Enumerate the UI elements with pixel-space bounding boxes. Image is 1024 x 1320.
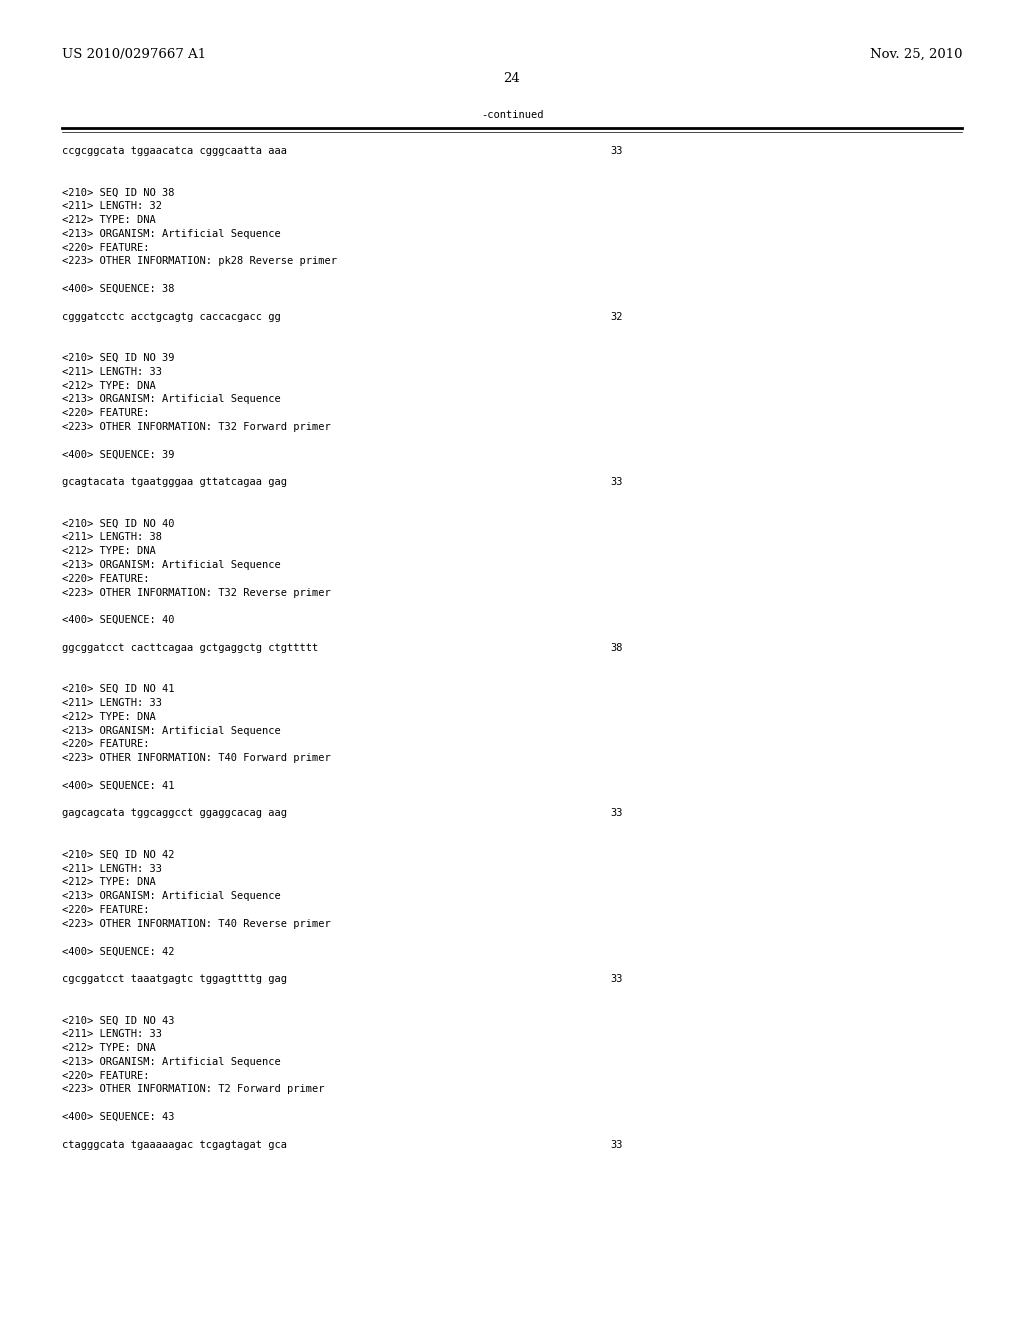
Text: ccgcggcata tggaacatca cgggcaatta aaa: ccgcggcata tggaacatca cgggcaatta aaa [62,147,287,156]
Text: <211> LENGTH: 33: <211> LENGTH: 33 [62,367,162,376]
Text: <213> ORGANISM: Artificial Sequence: <213> ORGANISM: Artificial Sequence [62,395,281,404]
Text: <213> ORGANISM: Artificial Sequence: <213> ORGANISM: Artificial Sequence [62,891,281,902]
Text: 33: 33 [610,147,623,156]
Text: <400> SEQUENCE: 43: <400> SEQUENCE: 43 [62,1111,174,1122]
Text: 24: 24 [504,73,520,84]
Text: gagcagcata tggcaggcct ggaggcacag aag: gagcagcata tggcaggcct ggaggcacag aag [62,808,287,818]
Text: <211> LENGTH: 33: <211> LENGTH: 33 [62,1030,162,1039]
Text: <213> ORGANISM: Artificial Sequence: <213> ORGANISM: Artificial Sequence [62,726,281,735]
Text: <220> FEATURE:: <220> FEATURE: [62,574,150,583]
Text: <223> OTHER INFORMATION: T40 Forward primer: <223> OTHER INFORMATION: T40 Forward pri… [62,754,331,763]
Text: <210> SEQ ID NO 40: <210> SEQ ID NO 40 [62,519,174,528]
Text: US 2010/0297667 A1: US 2010/0297667 A1 [62,48,206,61]
Text: 33: 33 [610,1139,623,1150]
Text: <400> SEQUENCE: 40: <400> SEQUENCE: 40 [62,615,174,626]
Text: <400> SEQUENCE: 41: <400> SEQUENCE: 41 [62,781,174,791]
Text: 33: 33 [610,974,623,983]
Text: <400> SEQUENCE: 42: <400> SEQUENCE: 42 [62,946,174,957]
Text: 32: 32 [610,312,623,322]
Text: 33: 33 [610,478,623,487]
Text: Nov. 25, 2010: Nov. 25, 2010 [869,48,962,61]
Text: <223> OTHER INFORMATION: T32 Forward primer: <223> OTHER INFORMATION: T32 Forward pri… [62,422,331,432]
Text: <211> LENGTH: 33: <211> LENGTH: 33 [62,863,162,874]
Text: -continued: -continued [480,110,544,120]
Text: <400> SEQUENCE: 38: <400> SEQUENCE: 38 [62,284,174,294]
Text: <213> ORGANISM: Artificial Sequence: <213> ORGANISM: Artificial Sequence [62,560,281,570]
Text: 38: 38 [610,643,623,653]
Text: gcagtacata tgaatgggaa gttatcagaa gag: gcagtacata tgaatgggaa gttatcagaa gag [62,478,287,487]
Text: <223> OTHER INFORMATION: T40 Reverse primer: <223> OTHER INFORMATION: T40 Reverse pri… [62,919,331,929]
Text: <212> TYPE: DNA: <212> TYPE: DNA [62,215,156,224]
Text: <210> SEQ ID NO 41: <210> SEQ ID NO 41 [62,684,174,694]
Text: <210> SEQ ID NO 42: <210> SEQ ID NO 42 [62,850,174,859]
Text: <212> TYPE: DNA: <212> TYPE: DNA [62,546,156,556]
Text: cgggatcctc acctgcagtg caccacgacc gg: cgggatcctc acctgcagtg caccacgacc gg [62,312,281,322]
Text: cgcggatcct taaatgagtc tggagttttg gag: cgcggatcct taaatgagtc tggagttttg gag [62,974,287,983]
Text: <211> LENGTH: 33: <211> LENGTH: 33 [62,698,162,708]
Text: <220> FEATURE:: <220> FEATURE: [62,906,150,915]
Text: <400> SEQUENCE: 39: <400> SEQUENCE: 39 [62,450,174,459]
Text: <213> ORGANISM: Artificial Sequence: <213> ORGANISM: Artificial Sequence [62,1057,281,1067]
Text: <210> SEQ ID NO 43: <210> SEQ ID NO 43 [62,1015,174,1026]
Text: <220> FEATURE:: <220> FEATURE: [62,1071,150,1081]
Text: <220> FEATURE:: <220> FEATURE: [62,408,150,418]
Text: <212> TYPE: DNA: <212> TYPE: DNA [62,878,156,887]
Text: <212> TYPE: DNA: <212> TYPE: DNA [62,1043,156,1053]
Text: ggcggatcct cacttcagaa gctgaggctg ctgttttt: ggcggatcct cacttcagaa gctgaggctg ctgtttt… [62,643,318,653]
Text: <223> OTHER INFORMATION: T2 Forward primer: <223> OTHER INFORMATION: T2 Forward prim… [62,1085,325,1094]
Text: <220> FEATURE:: <220> FEATURE: [62,739,150,750]
Text: <223> OTHER INFORMATION: pk28 Reverse primer: <223> OTHER INFORMATION: pk28 Reverse pr… [62,256,337,267]
Text: <210> SEQ ID NO 39: <210> SEQ ID NO 39 [62,352,174,363]
Text: <220> FEATURE:: <220> FEATURE: [62,243,150,252]
Text: <211> LENGTH: 38: <211> LENGTH: 38 [62,532,162,543]
Text: ctagggcata tgaaaaagac tcgagtagat gca: ctagggcata tgaaaaagac tcgagtagat gca [62,1139,287,1150]
Text: <212> TYPE: DNA: <212> TYPE: DNA [62,711,156,722]
Text: <211> LENGTH: 32: <211> LENGTH: 32 [62,201,162,211]
Text: <213> ORGANISM: Artificial Sequence: <213> ORGANISM: Artificial Sequence [62,228,281,239]
Text: <212> TYPE: DNA: <212> TYPE: DNA [62,380,156,391]
Text: <210> SEQ ID NO 38: <210> SEQ ID NO 38 [62,187,174,198]
Text: <223> OTHER INFORMATION: T32 Reverse primer: <223> OTHER INFORMATION: T32 Reverse pri… [62,587,331,598]
Text: 33: 33 [610,808,623,818]
